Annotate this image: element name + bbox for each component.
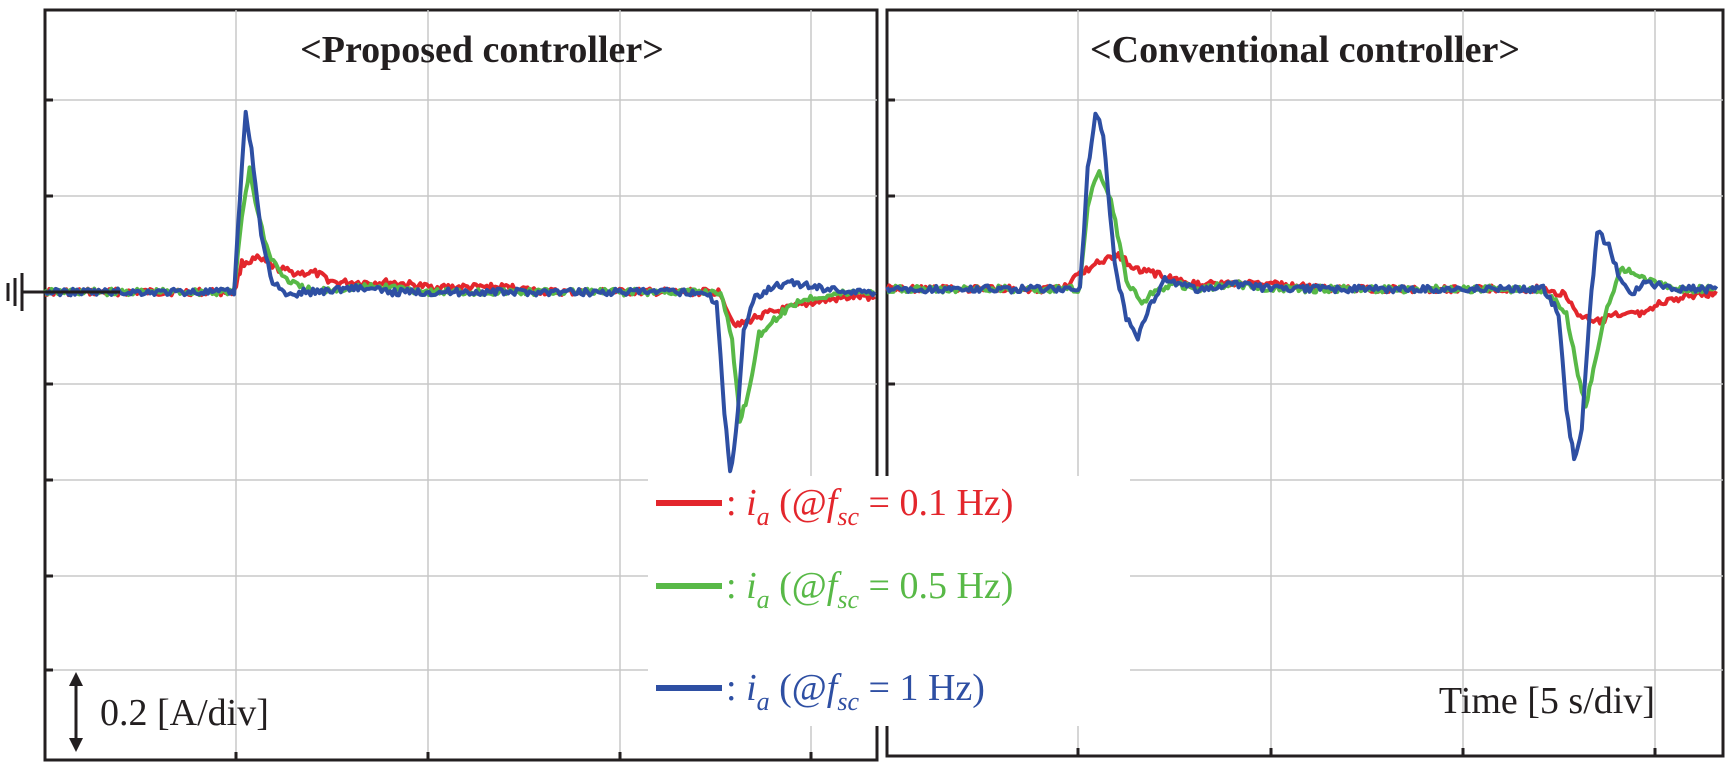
traces <box>885 111 1719 462</box>
legend-background <box>648 476 1130 726</box>
legend-item: : ia (@fsc = 0.5 Hz) <box>656 565 1013 614</box>
scale-indicator: 0.2 [A/div] <box>69 672 269 752</box>
trace-1-hz <box>43 109 877 474</box>
legend-label: : ia (@fsc = 0.5 Hz) <box>726 565 1013 614</box>
legend-label: : ia (@fsc = 0.1 Hz) <box>726 482 1013 531</box>
time-scale-label: Time [5 s/div] <box>1439 680 1655 722</box>
legend-label: : ia (@fsc = 1 Hz) <box>726 667 985 716</box>
panel-proposed: <Proposed controller> 0.2 [A/div] <box>6 8 879 762</box>
traces <box>43 109 877 474</box>
chart-title: <Conventional controller> <box>1090 29 1520 71</box>
ground-marker <box>6 273 120 311</box>
legend-item: : ia (@fsc = 0.1 Hz) <box>656 482 1013 531</box>
scale-label: 0.2 [A/div] <box>100 692 269 734</box>
chart-title: <Proposed controller> <box>300 29 664 71</box>
legend-item: : ia (@fsc = 1 Hz) <box>656 667 985 716</box>
trace-1-hz <box>885 111 1719 462</box>
legend: : ia (@fsc = 0.1 Hz) : ia (@fsc = 0.5 Hz)… <box>648 476 1130 726</box>
